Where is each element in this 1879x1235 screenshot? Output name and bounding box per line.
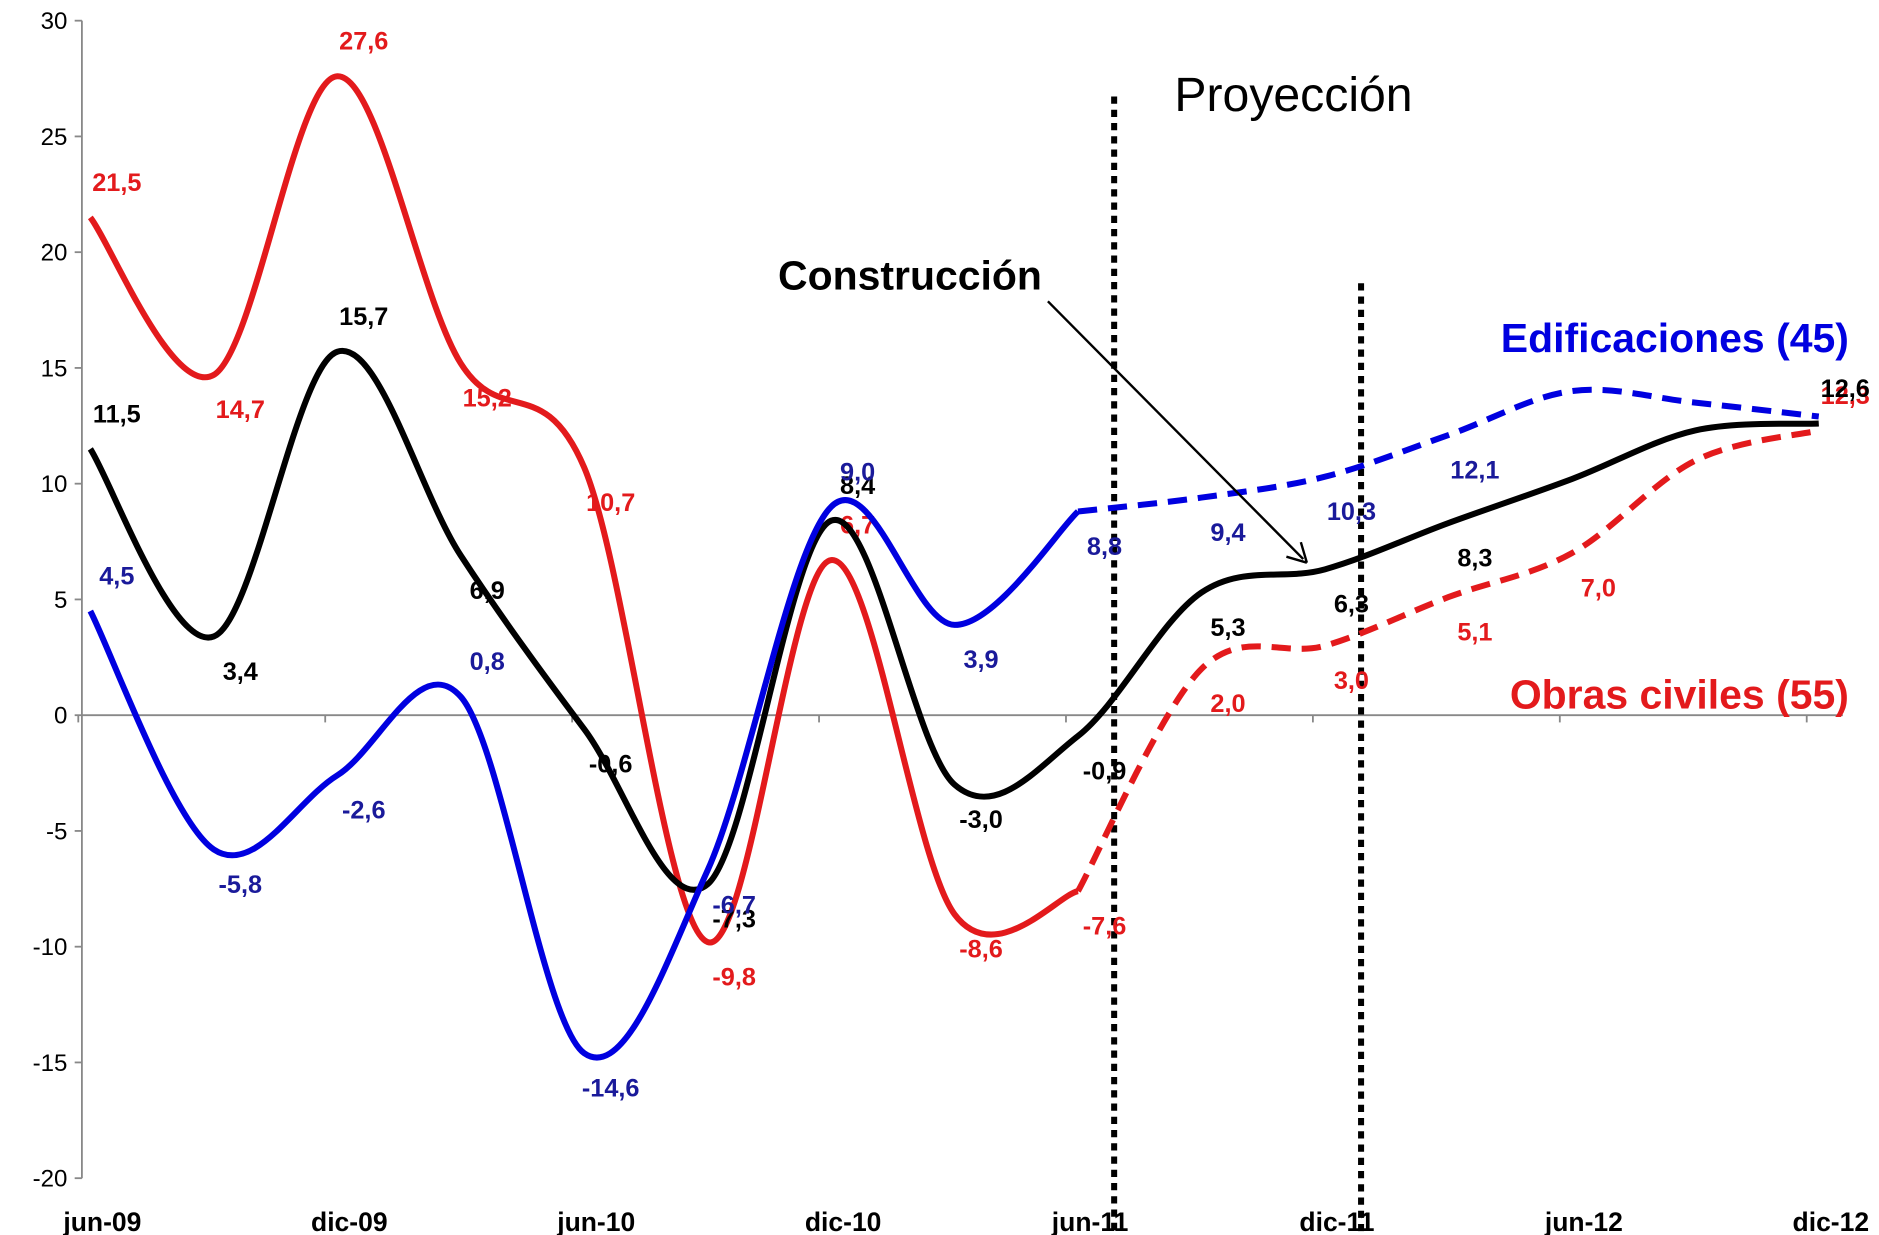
value-label: -7,3 (712, 906, 756, 934)
value-label: -5,8 (219, 871, 263, 899)
value-label: 5,3 (1210, 614, 1245, 642)
value-label: 10,7 (586, 489, 635, 517)
y-tick-label: 5 (54, 587, 67, 614)
value-label: -9,8 (712, 963, 756, 991)
value-label: -0,6 (589, 750, 633, 778)
value-label: 12,1 (1450, 456, 1499, 484)
value-label: 6,9 (470, 577, 505, 605)
value-label: -8,6 (959, 936, 1003, 964)
series-line (87, 348, 1819, 893)
series-label: Edificaciones (45) (1501, 315, 1849, 361)
y-tick-label: 25 (41, 124, 68, 151)
value-label: 3,0 (1334, 667, 1369, 695)
value-label: 2,0 (1210, 690, 1245, 718)
value-label: -0,9 (1083, 757, 1127, 785)
y-tick-label: 15 (41, 355, 68, 382)
value-label: 12,6 (1821, 375, 1870, 403)
series-label: Construcción (778, 252, 1042, 298)
y-tick-label: 30 (41, 8, 68, 35)
value-label: 3,9 (963, 646, 998, 674)
value-label: 21,5 (92, 169, 141, 197)
x-tick-label: dic-10 (805, 1207, 882, 1235)
value-label: 0,8 (470, 648, 505, 676)
value-label: -2,6 (342, 797, 386, 825)
y-tick-label: -10 (33, 934, 68, 961)
y-tick-label: 0 (54, 703, 67, 730)
value-label: 6,3 (1334, 591, 1369, 619)
value-label: 8,8 (1087, 533, 1122, 561)
value-label: -6,7 (712, 892, 756, 920)
y-tick-label: -5 (46, 818, 67, 845)
value-label: -7,6 (1083, 912, 1127, 940)
value-label: 11,5 (93, 400, 141, 428)
x-tick-label: dic-12 (1793, 1207, 1870, 1235)
value-label: 27,6 (339, 28, 388, 56)
value-label: 10,3 (1327, 498, 1376, 526)
value-label: 3,4 (223, 658, 258, 686)
y-tick-label: 10 (41, 471, 68, 498)
x-tick-label: jun-12 (1544, 1207, 1623, 1235)
x-tick-label: jun-09 (62, 1207, 141, 1235)
value-label: -3,0 (959, 806, 1003, 834)
x-tick-label: dic-09 (311, 1207, 388, 1235)
arrow-head (1286, 541, 1309, 564)
value-label: 4,5 (99, 563, 134, 591)
projection-label: Proyección (1174, 68, 1412, 122)
value-label: 8,4 (840, 472, 875, 500)
value-label: 14,7 (216, 396, 265, 424)
value-label: 9,0 (840, 458, 875, 486)
value-label: 12,3 (1821, 382, 1870, 410)
value-label: 7,0 (1581, 574, 1616, 602)
series-line (87, 73, 1079, 946)
value-label: 5,1 (1457, 618, 1492, 646)
arrow-shaft (1047, 300, 1305, 560)
value-label: 8,3 (1457, 544, 1492, 572)
series-line (1075, 427, 1820, 893)
series-line (87, 497, 1081, 1061)
y-tick-label: -20 (33, 1166, 68, 1193)
series-line (1077, 386, 1820, 515)
series-label: Obras civiles (55) (1510, 671, 1849, 717)
value-label: 15,2 (463, 385, 512, 413)
value-label: 9,4 (1210, 519, 1245, 547)
y-tick-label: -15 (33, 1050, 68, 1077)
y-tick-label: 20 (41, 240, 68, 267)
x-tick-label: jun-10 (556, 1207, 635, 1235)
value-label: -14,6 (582, 1075, 640, 1103)
value-label: 15,7 (339, 303, 388, 331)
